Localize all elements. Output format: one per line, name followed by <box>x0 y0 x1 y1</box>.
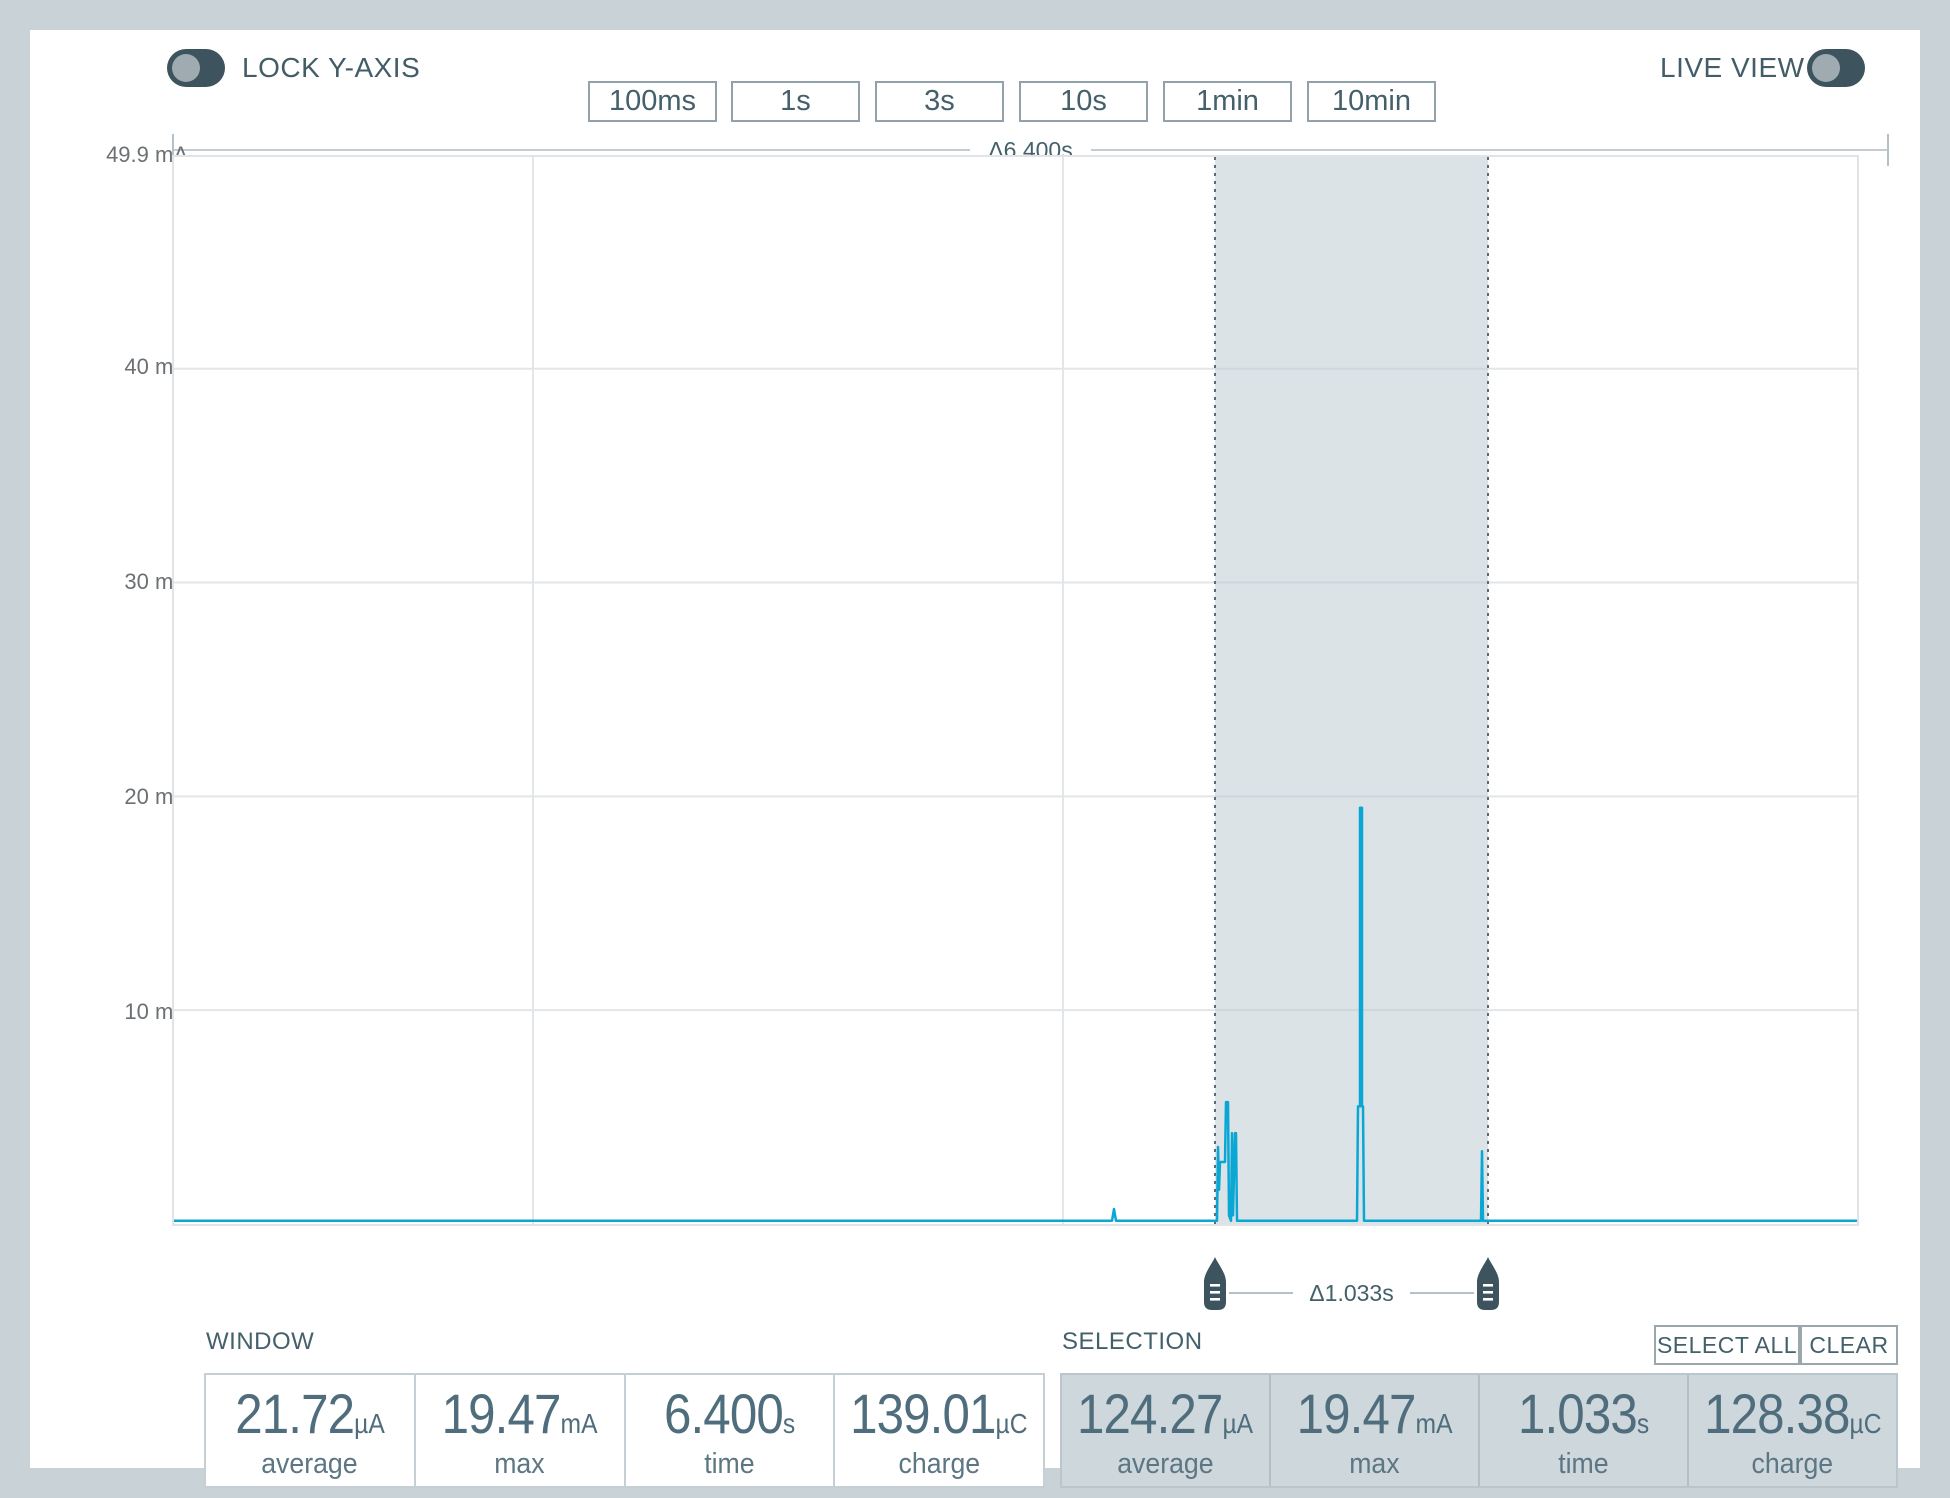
live-view-label: LIVE VIEW <box>1660 52 1805 83</box>
selection-handle-icon <box>1204 1257 1226 1310</box>
stat-label: average <box>1117 1447 1214 1480</box>
stat-unit: µC <box>995 1407 1028 1439</box>
window-stats-panel: 21.72µA average 19.47mA max 6.400s time … <box>204 1373 1045 1488</box>
selection-time-stat: 1.033s time <box>1478 1375 1687 1486</box>
stat-label: max <box>1349 1447 1400 1480</box>
stat-value: 124.27 <box>1077 1381 1223 1445</box>
y-axis-tick-label: 30 mA <box>124 569 188 594</box>
lock-y-axis-toggle[interactable] <box>167 49 225 87</box>
stat-unit: µC <box>1849 1407 1882 1439</box>
stat-unit: µA <box>354 1407 385 1439</box>
bracket-line <box>1409 1292 1475 1294</box>
y-axis-tick-label: 20 mA <box>124 784 188 809</box>
stat-label: average <box>261 1447 359 1480</box>
bracket-line <box>1090 149 1890 151</box>
stat-value: 19.47 <box>1296 1381 1417 1445</box>
selection-stats-panel: 124.27µA average 19.47mA max 1.033s time… <box>1060 1373 1898 1488</box>
bracket-line <box>1229 1292 1294 1294</box>
stat-value: 6.400 <box>663 1381 784 1445</box>
selection-average-stat: 124.27µA average <box>1062 1375 1269 1486</box>
range-button-3s[interactable]: 3s <box>875 81 1004 122</box>
toggle-knob <box>172 54 200 82</box>
stat-unit: s <box>1636 1407 1650 1439</box>
stat-unit: mA <box>560 1407 598 1439</box>
selection-charge-stat: 128.38µC charge <box>1687 1375 1896 1486</box>
selection-delta-bracket: Δ1.033s <box>1229 1278 1475 1308</box>
selection-handle-right[interactable] <box>1477 1257 1499 1311</box>
stat-value: 19.47 <box>441 1381 562 1445</box>
selection-handle-icon <box>1477 1257 1499 1310</box>
range-button-1min[interactable]: 1min <box>1163 81 1292 122</box>
range-button-10min[interactable]: 10min <box>1307 81 1436 122</box>
range-button-100ms[interactable]: 100ms <box>588 81 717 122</box>
selection-max-stat: 19.47mA max <box>1269 1375 1478 1486</box>
stat-label: time <box>1558 1447 1609 1480</box>
lock-y-axis-label: LOCK Y-AXIS <box>242 52 421 83</box>
chart-plot-area[interactable] <box>160 155 1859 1226</box>
stat-label: charge <box>1751 1447 1834 1480</box>
select-all-button[interactable]: SELECT ALL <box>1654 1325 1800 1365</box>
toggle-knob <box>1812 54 1840 82</box>
window-average-stat: 21.72µA average <box>206 1375 414 1486</box>
stat-unit: µA <box>1222 1407 1254 1439</box>
stat-value: 128.38 <box>1703 1381 1850 1445</box>
stat-value: 139.01 <box>850 1381 996 1445</box>
selection-handle-left[interactable] <box>1204 1257 1226 1311</box>
current-trace-canvas[interactable] <box>160 157 1857 1224</box>
selection-delta-label: Δ1.033s <box>1309 1279 1394 1306</box>
range-button-1s[interactable]: 1s <box>731 81 860 122</box>
stat-value: 1.033 <box>1517 1381 1638 1445</box>
live-view-toggle[interactable] <box>1807 49 1865 87</box>
app-card: LOCK Y-AXIS 100ms 1s 3s 10s 1min 10min L… <box>30 30 1920 1488</box>
window-max-stat: 19.47mA max <box>413 1375 624 1486</box>
stat-value: 21.72 <box>235 1381 355 1445</box>
stat-unit: s <box>782 1407 795 1439</box>
stat-label: charge <box>898 1447 980 1480</box>
stat-label: time <box>704 1447 755 1480</box>
y-axis-tick-label: 40 mA <box>124 354 188 379</box>
window-charge-stat: 139.01µC charge <box>833 1375 1043 1486</box>
stat-unit: mA <box>1415 1407 1453 1439</box>
stat-label: max <box>494 1447 545 1480</box>
y-axis-tick-label: 49.9 mA <box>106 142 188 167</box>
selection-panel-title: SELECTION <box>1062 1328 1203 1355</box>
window-time-stat: 6.400s time <box>623 1375 834 1486</box>
clear-button[interactable]: CLEAR <box>1800 1325 1898 1365</box>
bracket-line <box>172 149 971 151</box>
window-panel-title: WINDOW <box>206 1328 315 1355</box>
range-button-10s[interactable]: 10s <box>1019 81 1148 122</box>
y-axis-tick-label: 10 mA <box>124 999 188 1024</box>
